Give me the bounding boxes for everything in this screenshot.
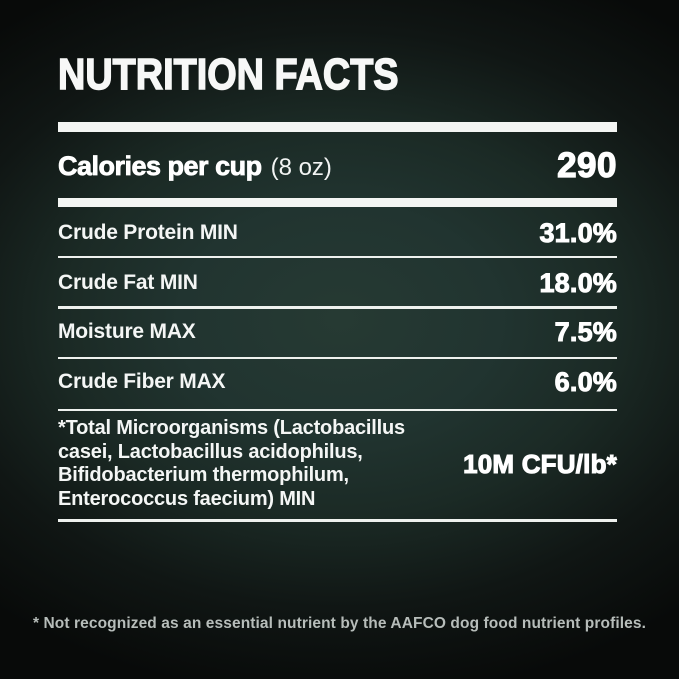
- calories-value: 290: [556, 145, 617, 185]
- microorganisms-value: 10M CFU/lb*: [463, 448, 618, 479]
- divider: [58, 519, 617, 522]
- rule-thick-bottom: [58, 198, 617, 207]
- panel-title: NUTRITION FACTS: [57, 49, 399, 100]
- aafco-footnote: * Not recognized as an essential nutrien…: [32, 615, 647, 632]
- nutrient-value: 7.5%: [554, 316, 617, 347]
- nutrient-value: 18.0%: [539, 267, 617, 298]
- divider: [58, 408, 617, 411]
- nutrient-row-fiber: Crude Fiber MAX 6.0%: [58, 359, 617, 405]
- nutrient-label: Crude Protein MIN: [58, 221, 238, 244]
- nutrient-label: Crude Fiber MAX: [58, 370, 226, 393]
- calories-label-group: Calories per cup (8 oz): [58, 150, 332, 182]
- divider: [58, 306, 617, 309]
- divider: [58, 255, 617, 258]
- nutrient-label: Crude Fat MIN: [58, 271, 198, 294]
- nutrient-label: Moisture MAX: [58, 320, 196, 343]
- nutrient-row-protein: Crude Protein MIN 31.0%: [58, 210, 617, 256]
- calories-serving-size: (8 oz): [270, 153, 332, 181]
- microorganisms-row: *Total Microorganisms (Lactobacillus cas…: [58, 416, 617, 512]
- microorganisms-label: *Total Microorganisms (Lactobacillus cas…: [58, 417, 405, 510]
- rule-thick-top: [58, 122, 617, 132]
- divider: [58, 356, 617, 359]
- calories-label: Calories per cup: [58, 150, 263, 181]
- nutrient-row-fat: Crude Fat MIN 18.0%: [58, 260, 617, 306]
- calories-row: Calories per cup (8 oz) 290: [58, 144, 618, 188]
- nutrient-value: 31.0%: [539, 217, 617, 248]
- nutrient-value: 6.0%: [554, 366, 617, 397]
- nutrient-row-moisture: Moisture MAX 7.5%: [58, 309, 617, 355]
